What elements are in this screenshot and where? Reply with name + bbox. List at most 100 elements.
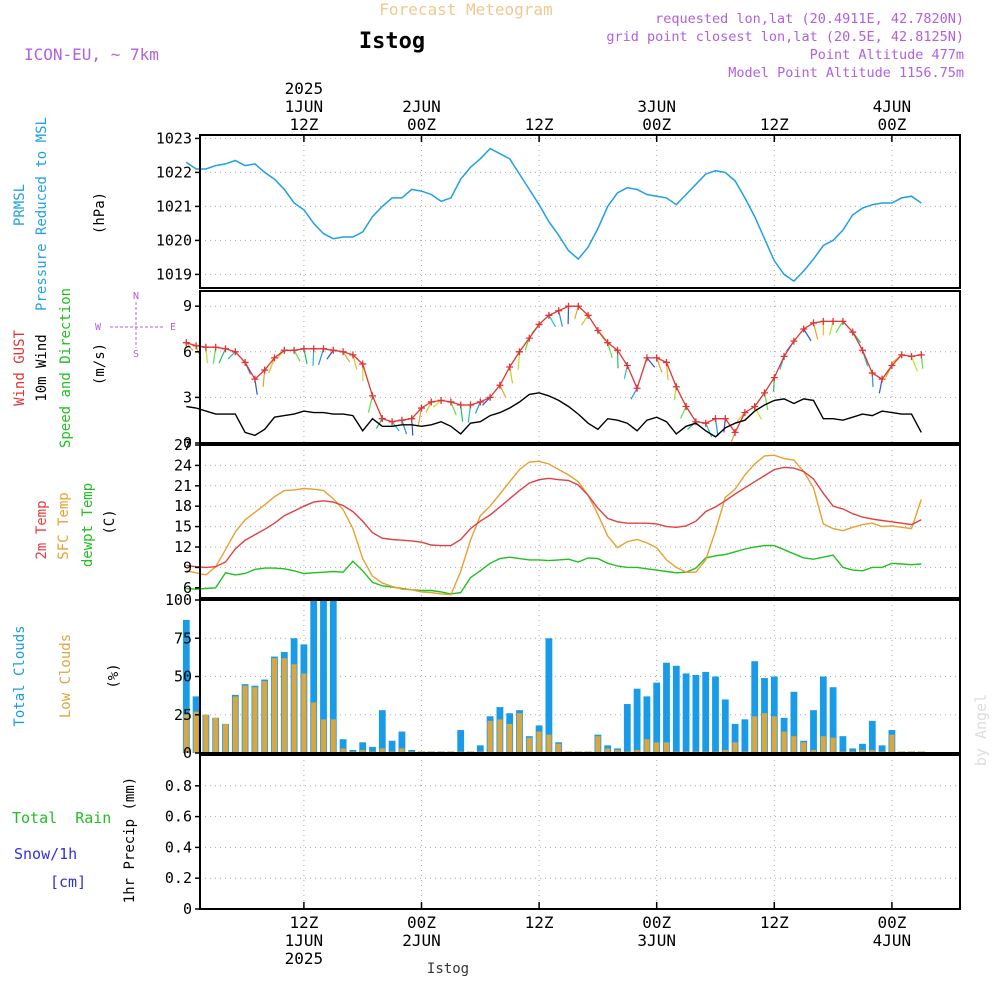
clouds-bars: [183, 600, 925, 753]
clouds-panel-labels: Total Clouds Low Clouds (%): [12, 625, 122, 726]
low-cloud-bar: [488, 721, 493, 753]
x-top-label: 00Z: [877, 115, 906, 134]
low-cloud-bar: [595, 736, 600, 753]
total-cloud-bar: [702, 672, 709, 753]
ytick-label-clouds: 100: [165, 591, 192, 609]
gust-marker: [398, 417, 405, 424]
x-top-label: 2JUN: [402, 97, 441, 116]
gust-marker: [565, 303, 572, 310]
low-cloud-bar: [556, 744, 561, 753]
wind-gust-label: Wind GUST: [12, 330, 28, 406]
temp-panel-labels: 2m Temp SFC Temp dewpt Temp (C): [34, 483, 118, 567]
snow-unit-label: [cm]: [50, 873, 86, 891]
ytick-label-wind: 9: [183, 297, 192, 315]
x-bottom-label: 2JUN: [402, 931, 441, 950]
low-cloud-bar: [517, 713, 522, 753]
ytick-label-temp: 21: [174, 477, 192, 495]
x-bottom-label: 3JUN: [637, 931, 676, 950]
wind-arrow: [319, 349, 324, 365]
total-cloud-bar: [379, 710, 386, 753]
low-cloud-bar: [801, 742, 806, 753]
t2m-label: 2m Temp: [34, 500, 50, 559]
wind-10m-label: 10m Wind: [34, 334, 50, 401]
dewpt-label: dewpt Temp: [80, 483, 96, 567]
gust-marker: [467, 402, 474, 409]
gust-marker: [712, 415, 719, 422]
wind-arrow: [706, 423, 712, 437]
compass-south: S: [133, 349, 139, 360]
total-cloud-bar: [457, 730, 464, 753]
x-top-label: 2025: [285, 79, 324, 98]
low-cloud-bar: [311, 703, 316, 753]
low-cloud-bar: [654, 742, 659, 753]
low-cloud-bar: [664, 742, 669, 753]
ytick-label-pressure: 1022: [156, 163, 192, 181]
ytick-label-pressure: 1021: [156, 197, 192, 215]
total-rain-label: Total Rain: [12, 809, 111, 827]
x-top-label: 12Z: [525, 115, 554, 134]
wind-arrow: [549, 315, 556, 327]
gust-marker: [340, 348, 347, 355]
x-bottom-label: 12Z: [525, 913, 554, 932]
gust-marker: [222, 345, 229, 352]
grid-lines: [200, 135, 960, 909]
x-bottom-label: 2025: [285, 949, 324, 968]
wind-arrow: [804, 329, 811, 341]
gust-marker: [869, 370, 876, 377]
temp-series: [186, 455, 921, 594]
ytick-label-temp: 12: [174, 538, 192, 556]
gust-marker: [428, 398, 435, 405]
gust-marker: [820, 318, 827, 325]
compass-east: E: [170, 322, 176, 333]
gust-marker: [702, 420, 709, 427]
frame-temp: [200, 445, 960, 598]
low-cloud-bar: [243, 686, 248, 753]
wind-arrow: [681, 407, 687, 419]
ytick-label-precip: 0.8: [165, 777, 192, 795]
gust-marker: [310, 345, 317, 352]
wind-arrow: [836, 321, 843, 332]
ytick-label-wind: 3: [183, 388, 192, 406]
total-cloud-bar: [742, 719, 749, 753]
panel-frames: [195, 135, 960, 909]
total-clouds-label: Total Clouds: [12, 625, 28, 726]
gust-marker: [291, 347, 298, 354]
sfc-temp-line: [186, 455, 921, 594]
wind-unit: (m/s): [92, 343, 108, 385]
gust-marker: [673, 383, 680, 390]
total-cloud-bar: [663, 663, 670, 753]
low-cloud-bar: [292, 664, 297, 753]
low-cloud-bar: [527, 738, 532, 753]
low-cloud-bar: [733, 742, 738, 753]
gust-marker: [212, 344, 219, 351]
low-cloud-bar: [262, 681, 267, 753]
ytick-label-wind: 6: [183, 343, 192, 361]
total-cloud-bar: [810, 710, 817, 753]
ytick-label-pressure: 1019: [156, 265, 192, 283]
total-cloud-bar: [712, 677, 719, 754]
gust-marker: [663, 359, 670, 366]
wind-arrow: [581, 315, 588, 325]
x-bottom-label: 12Z: [760, 913, 789, 932]
gust-marker: [908, 353, 915, 360]
pressure-panel-labels: PRMSL Pressure Reduced to MSL (hPa): [12, 117, 108, 311]
ytick-label-precip: 0.4: [165, 838, 192, 856]
ytick-label-clouds: 50: [174, 668, 192, 686]
gust-marker: [447, 398, 454, 405]
low-cloud-bar: [782, 732, 787, 753]
low-cloud-bar: [223, 724, 228, 753]
x-top-label: 3JUN: [637, 97, 676, 116]
sfc-label: SFC Temp: [56, 492, 72, 559]
gust-marker: [624, 362, 631, 369]
ytick-label-temp: 24: [174, 456, 192, 474]
low-cloud-bar: [203, 715, 208, 753]
wind-panel-labels: Wind GUST 10m Wind Speed and Direction (…: [12, 288, 176, 448]
gust-marker: [457, 402, 464, 409]
low-cloud-bar: [791, 736, 796, 753]
x-top-label: 12Z: [760, 115, 789, 134]
x-top-label: 00Z: [642, 115, 671, 134]
low-cloud-bar: [252, 687, 257, 753]
x-top-label: 4JUN: [873, 97, 912, 116]
gust-marker: [859, 347, 866, 354]
